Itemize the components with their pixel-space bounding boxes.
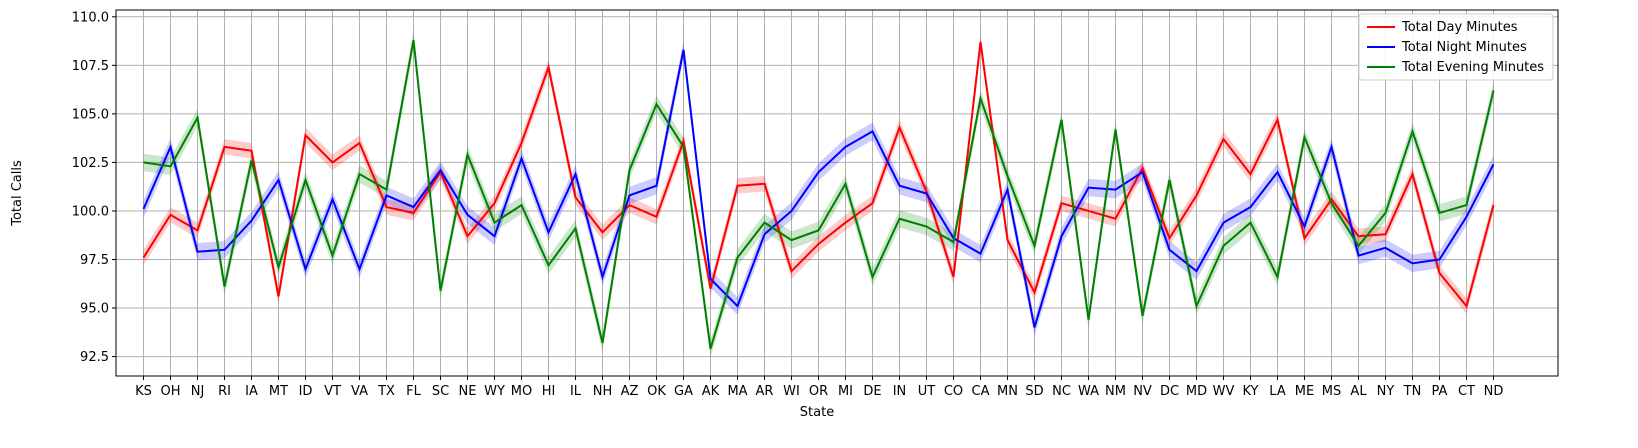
x-tick-label: AK	[702, 384, 720, 399]
y-axis-label: Total Calls	[10, 160, 25, 227]
series-line-night	[142, 49, 1495, 328]
x-tick-label: IA	[245, 384, 258, 399]
y-tick-label: 105.0	[72, 107, 109, 122]
x-tick-label: IN	[893, 384, 907, 399]
series-line-evening	[143, 39, 1495, 350]
x-tick-label: MA	[727, 384, 747, 399]
x-tick-label: NV	[1133, 384, 1152, 399]
x-tick-label: VA	[351, 384, 368, 399]
series-lines	[142, 39, 1495, 350]
x-tick-label: TN	[1403, 384, 1422, 399]
x-tick-label: GA	[674, 384, 693, 399]
x-tick-label: CT	[1458, 384, 1475, 399]
x-tick-label: OK	[647, 384, 666, 399]
x-tick-label: NM	[1105, 384, 1126, 399]
x-tick-label: WY	[484, 384, 505, 399]
x-tick-label: ME	[1295, 384, 1314, 399]
x-tick-label: MI	[838, 384, 853, 399]
y-tick-label: 92.5	[80, 350, 109, 365]
x-tick-label: IL	[570, 384, 582, 399]
y-axis-ticks: 92.5 95.0 97.5 100.0 102.5 105.0 107.5 110.0	[72, 10, 116, 365]
x-axis-ticks: KS OH NJ RI IA MT ID VT VA TX FL SC NE WY MO HI IL NH AZ OK…	[135, 376, 1503, 399]
plot-frame	[115, 9, 1559, 377]
y-tick-label: 100.0	[72, 204, 109, 219]
x-tick-label: NJ	[191, 384, 205, 399]
x-tick-label: ND	[1484, 384, 1504, 399]
x-tick-label: NH	[593, 384, 613, 399]
y-tick-label: 107.5	[72, 59, 109, 74]
x-tick-label: RI	[218, 384, 231, 399]
x-tick-label: VT	[324, 384, 341, 399]
x-tick-label: SD	[1025, 384, 1043, 399]
x-tick-label: KY	[1242, 384, 1258, 399]
x-tick-label: UT	[918, 384, 936, 399]
x-tick-label: SC	[432, 384, 449, 399]
x-tick-label: LA	[1269, 384, 1286, 399]
x-tick-label: MN	[997, 384, 1018, 399]
x-tick-label: ID	[299, 384, 313, 399]
x-tick-label: WV	[1213, 384, 1235, 399]
x-tick-label: MT	[269, 384, 288, 399]
x-tick-label: NY	[1377, 384, 1395, 399]
legend-label-day: Total Day Minutes	[1401, 20, 1518, 35]
x-tick-label: AR	[756, 384, 774, 399]
x-tick-label: CA	[972, 384, 990, 399]
x-tick-label: OH	[160, 384, 180, 399]
x-tick-label: DC	[1160, 384, 1179, 399]
y-tick-label: 110.0	[72, 10, 109, 25]
y-tick-label: 97.5	[80, 253, 109, 268]
x-tick-label: FL	[406, 384, 421, 399]
x-tick-label: PA	[1432, 384, 1448, 399]
legend-label-night: Total Night Minutes	[1401, 40, 1527, 55]
series-line-day	[142, 41, 1495, 309]
x-tick-label: NE	[459, 384, 477, 399]
y-tick-label: 102.5	[72, 156, 109, 171]
x-tick-label: HI	[542, 384, 556, 399]
x-tick-label: MO	[511, 384, 532, 399]
x-tick-label: CO	[944, 384, 963, 399]
x-tick-label: AZ	[621, 384, 639, 399]
legend-label-evening: Total Evening Minutes	[1401, 60, 1544, 75]
legend: Total Day Minutes Total Night Minutes To…	[1358, 13, 1554, 81]
y-tick-label: 95.0	[80, 302, 109, 317]
x-tick-label: MS	[1322, 384, 1341, 399]
x-tick-label: NC	[1052, 384, 1071, 399]
x-tick-label: MD	[1186, 384, 1207, 399]
x-tick-label: TX	[377, 384, 395, 399]
x-axis-label: State	[800, 405, 834, 420]
x-tick-label: AL	[1350, 384, 1367, 399]
x-tick-label: DE	[863, 384, 881, 399]
x-tick-label: WI	[783, 384, 800, 399]
x-tick-label: KS	[135, 384, 152, 399]
legend-box	[1358, 13, 1554, 81]
x-tick-label: WA	[1078, 384, 1099, 399]
x-tick-label: OR	[809, 384, 828, 399]
